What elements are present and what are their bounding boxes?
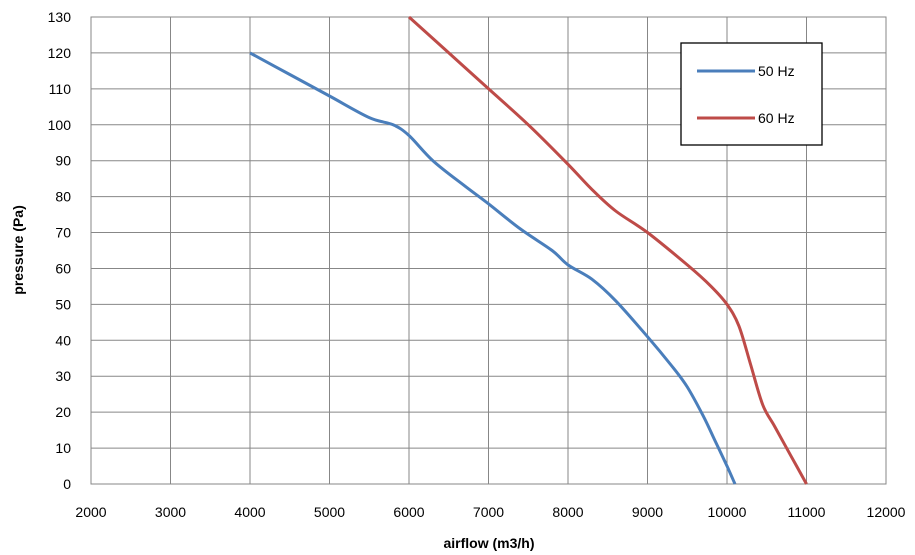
x-tick-label: 9000 [632,504,663,520]
x-tick-label: 3000 [155,504,186,520]
series-lines [249,15,808,485]
x-tick-label: 4000 [234,504,265,520]
y-axis-title: pressure (Pa) [10,205,26,294]
legend-label-50hz: 50 Hz [758,63,795,79]
x-tick-label: 12000 [867,504,906,520]
y-tick-label: 110 [49,81,72,97]
y-tick-label: 40 [55,332,71,348]
x-tick-label: 2000 [75,504,106,520]
plot-area-border [90,16,887,485]
x-tick-label: 5000 [314,504,345,520]
x-tick-label: 6000 [393,504,424,520]
x-tick-label: 10000 [708,504,747,520]
y-tick-label: 10 [55,440,71,456]
y-tick-label: 70 [55,225,71,241]
y-tick-label: 130 [48,9,72,25]
x-axis-title: airflow (m3/h) [443,535,534,551]
y-tick-label: 80 [55,189,71,205]
x-tick-label: 7000 [473,504,504,520]
series-line-0 [249,51,737,485]
y-tick-label: 60 [55,260,71,276]
series-line-1 [407,15,808,485]
y-tick-label: 120 [48,45,72,61]
legend-box [680,42,823,146]
x-tick-label: 11000 [788,504,826,520]
y-tick-label: 50 [55,296,71,312]
legend: 50 Hz 60 Hz [680,42,823,146]
legend-label-60hz: 60 Hz [758,110,795,126]
y-tick-label: 100 [48,117,72,133]
y-tick-label: 30 [55,368,71,384]
axes: 2000 3000 4000 5000 6000 7000 8000 9000 10000 110… [48,9,906,520]
y-tick-label: 0 [63,476,71,492]
y-tick-label: 20 [55,404,71,420]
y-tick-label: 90 [55,153,71,169]
x-tick-label: 8000 [552,504,583,520]
